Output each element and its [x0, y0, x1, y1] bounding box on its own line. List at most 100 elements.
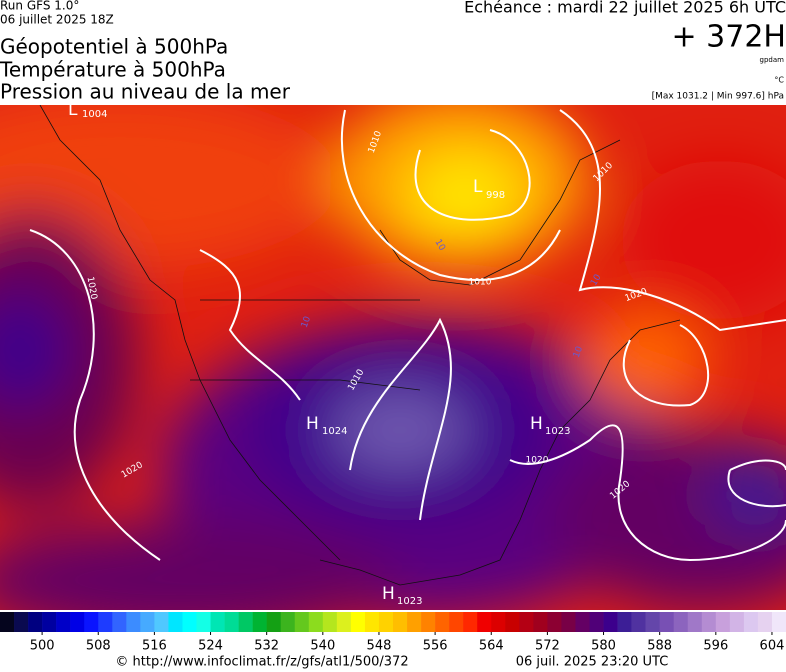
echeance: Echéance : mardi 22 juillet 2025 6h UTC — [464, 0, 786, 17]
color-cell — [112, 612, 127, 632]
color-cell — [393, 612, 408, 632]
center-value: 1023 — [397, 596, 422, 607]
tick-label: 548 — [367, 639, 392, 654]
isobar-label: 1020 — [526, 456, 549, 466]
color-cell — [154, 612, 169, 632]
tick-label: 572 — [535, 639, 560, 654]
unit: °C — [774, 76, 784, 85]
color-cell — [673, 612, 689, 632]
color-cell — [168, 612, 183, 632]
color-cell — [140, 612, 155, 632]
isotherm-labels: 10 10 10 10 — [300, 238, 604, 359]
color-cell — [463, 612, 478, 632]
color-cell — [743, 612, 759, 632]
color-cell — [322, 612, 338, 632]
color-cell — [98, 612, 113, 632]
center-letter: L — [68, 100, 78, 120]
color-cell — [617, 612, 632, 632]
color-cell — [519, 612, 534, 632]
color-cell — [336, 612, 352, 632]
color-cell — [505, 612, 520, 632]
color-cell — [210, 612, 225, 632]
color-cell — [238, 612, 253, 632]
color-cell — [308, 612, 324, 632]
color-cell — [182, 612, 197, 632]
tick-label: 532 — [254, 639, 279, 654]
isotherm-label: 10 — [572, 345, 585, 359]
color-cell — [757, 612, 773, 632]
tick-label: 508 — [86, 639, 111, 654]
color-cell — [407, 612, 422, 632]
color-cell — [421, 612, 436, 632]
color-cell — [645, 612, 660, 632]
tick-label: 604 — [760, 639, 785, 654]
generated-time: 06 juil. 2025 23:20 UTC — [516, 655, 669, 670]
unit: gpdam — [760, 56, 785, 64]
color-cell — [533, 612, 548, 632]
center-value: 1024 — [322, 426, 347, 437]
color-cell — [224, 612, 239, 632]
color-cell — [42, 612, 57, 632]
color-cell — [435, 612, 450, 632]
source-url: © http://www.infoclimat.fr/z/gfs/atl1/50… — [115, 655, 408, 670]
color-cell — [28, 612, 43, 632]
color-cell — [701, 612, 717, 632]
color-cell — [196, 612, 211, 632]
color-cell — [266, 612, 282, 632]
color-cell — [547, 612, 562, 632]
color-cell — [477, 612, 492, 632]
color-cell — [364, 612, 380, 632]
isotherm-label: 10 — [300, 315, 313, 329]
color-cell — [84, 612, 99, 632]
color-cell — [603, 612, 618, 632]
color-cell — [631, 612, 646, 632]
color-cell — [126, 612, 141, 632]
isobar-label: 1010 — [469, 278, 492, 288]
color-cell — [294, 612, 310, 632]
color-cell — [0, 612, 15, 632]
color-cell — [575, 612, 590, 632]
center-value: 1023 — [545, 426, 570, 437]
color-cell — [449, 612, 464, 632]
title: Géopotentiel à 500hPa — [0, 35, 228, 59]
title: Température à 500hPa — [0, 58, 226, 82]
color-cell — [687, 612, 703, 632]
tick-label: 540 — [310, 639, 335, 654]
isobar-label: 1020 — [85, 276, 99, 301]
color-cell — [252, 612, 267, 632]
color-cell — [491, 612, 506, 632]
color-cell — [378, 612, 394, 632]
tick-label: 564 — [479, 639, 504, 654]
center-letter: H — [530, 414, 543, 434]
tick-label: 524 — [198, 639, 223, 654]
tick-label: 580 — [591, 639, 616, 654]
center-letter: H — [382, 584, 395, 604]
tick-label: 516 — [142, 639, 167, 654]
color-cell — [659, 612, 675, 632]
color-cell — [771, 612, 786, 632]
color-cell — [70, 612, 85, 632]
run-date: 06 juillet 2025 18Z — [0, 13, 114, 27]
tick-label: 588 — [647, 639, 672, 654]
pressure-range: [Max 1031.2 | Min 997.6] hPa — [652, 92, 784, 102]
run: Run GFS 1.0° — [0, 0, 79, 13]
color-cell — [280, 612, 296, 632]
color-cell — [56, 612, 71, 632]
lead-time: + 372H — [672, 20, 786, 55]
tick-label: 556 — [423, 639, 448, 654]
color-cell — [350, 612, 366, 632]
pressure-centers: L 1004 L 998 H 1024 H 1023 H 1023 — [68, 100, 570, 607]
color-cell — [561, 612, 576, 632]
center-letter: H — [306, 414, 319, 434]
center-value: 1004 — [82, 109, 107, 120]
tick-label: 596 — [703, 639, 728, 654]
map — [0, 105, 786, 610]
color-cell — [729, 612, 745, 632]
color-cell — [14, 612, 29, 632]
color-cell — [715, 612, 731, 632]
center-letter: L — [473, 177, 483, 197]
center-value: 998 — [486, 190, 505, 201]
color-cell — [589, 612, 604, 632]
colorbar: 500 508 516 524 532 540 548 556 564 572 580 588 596 6… — [0, 612, 786, 654]
